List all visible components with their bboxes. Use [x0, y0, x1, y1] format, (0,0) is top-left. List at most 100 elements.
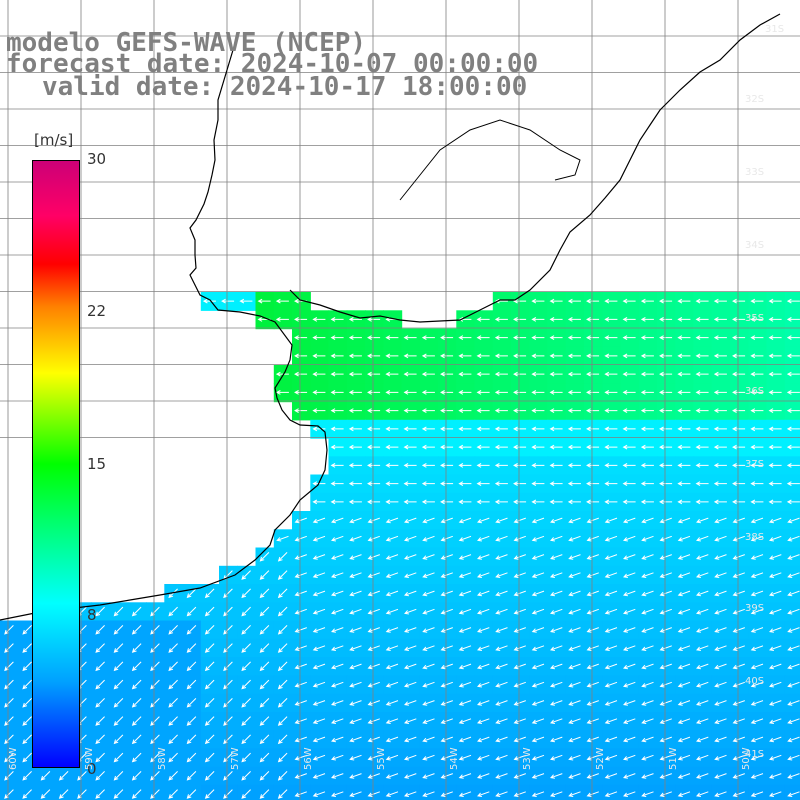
wind-arrow	[623, 773, 636, 779]
wind-arrow	[494, 481, 508, 486]
wind-arrow	[330, 353, 344, 359]
wind-arrow	[567, 317, 581, 322]
wind-arrow	[331, 608, 344, 615]
wind-arrow	[786, 317, 800, 322]
wind-arrow	[586, 608, 599, 615]
wind-arrow	[22, 679, 32, 690]
wind-arrow	[131, 606, 142, 617]
wind-arrow	[622, 390, 636, 395]
wind-arrow	[440, 700, 453, 706]
colorbar-tick-22: 22	[87, 302, 107, 320]
lon-label-54w: 54W	[449, 747, 460, 770]
wind-arrow	[404, 590, 417, 597]
field-cell	[711, 638, 731, 658]
wind-arrow	[550, 645, 563, 651]
wind-arrow	[367, 517, 380, 524]
wind-arrow	[275, 390, 289, 395]
wind-arrow	[22, 789, 32, 799]
wind-arrow	[259, 679, 270, 690]
wind-arrow	[750, 773, 764, 779]
field-cell	[474, 784, 494, 800]
wind-arrow	[422, 608, 435, 615]
wind-arrow	[677, 353, 691, 359]
wind-arrow	[531, 517, 545, 524]
wind-arrow	[513, 700, 526, 706]
wind-arrow	[586, 317, 600, 322]
field-cell	[419, 638, 439, 658]
field-cell	[346, 529, 366, 549]
wind-arrow	[186, 771, 197, 781]
wind-arrow	[604, 663, 618, 670]
wind-arrow	[275, 317, 289, 322]
wind-arrow	[567, 353, 581, 359]
wind-arrow	[241, 588, 251, 599]
field-cell	[529, 784, 549, 800]
wind-arrow	[58, 771, 69, 781]
wind-arrow	[586, 681, 599, 688]
field-cell	[419, 675, 439, 695]
wind-arrow	[349, 754, 362, 761]
wind-arrow	[604, 426, 618, 432]
wind-arrow	[259, 606, 270, 617]
wind-arrow	[277, 606, 288, 617]
wind-arrow	[150, 643, 160, 653]
wind-arrow	[513, 426, 527, 432]
wind-arrow	[768, 444, 782, 450]
wind-arrow	[696, 663, 709, 670]
wind-arrow	[695, 390, 709, 395]
wind-arrow	[275, 371, 289, 377]
field-cell	[748, 602, 768, 622]
field-cell	[255, 784, 275, 800]
wind-arrow	[4, 716, 14, 726]
field-cell	[36, 784, 56, 800]
wind-arrow	[477, 754, 490, 761]
wind-arrow	[422, 718, 435, 724]
field-cell	[511, 784, 530, 800]
wind-arrow	[713, 335, 727, 340]
field-cell	[310, 565, 330, 585]
lat-label-36s: 36S	[745, 386, 765, 397]
field-cell	[748, 565, 768, 585]
field-cell	[711, 529, 731, 549]
wind-arrow	[385, 608, 399, 615]
lat-label-37s: 37S	[745, 459, 765, 470]
field-cell	[730, 784, 749, 800]
field-cell	[565, 638, 585, 658]
wind-arrow	[458, 390, 472, 395]
wind-arrow	[659, 390, 673, 395]
wind-arrow	[277, 789, 288, 799]
lat-label-33s: 33S	[745, 167, 765, 178]
wind-arrow	[113, 679, 124, 690]
wind-arrow	[623, 645, 636, 651]
wind-arrow	[367, 663, 380, 670]
wind-arrow	[241, 679, 251, 690]
wind-arrow	[403, 444, 417, 450]
field-cell	[492, 529, 512, 549]
wind-arrow	[513, 627, 526, 633]
wind-arrow	[294, 554, 307, 560]
wind-arrow	[294, 353, 308, 359]
wind-arrow	[641, 645, 654, 651]
wind-arrow	[348, 390, 362, 395]
field-cell	[310, 529, 330, 549]
field-cell	[91, 748, 111, 768]
wind-arrow	[312, 353, 326, 359]
wind-arrow	[769, 645, 782, 651]
wind-arrow	[494, 317, 508, 322]
wind-arrow	[241, 570, 251, 580]
field-cell	[237, 711, 257, 731]
wind-arrow	[113, 606, 124, 617]
wind-arrow	[186, 716, 197, 726]
wind-arrow	[768, 408, 782, 413]
wind-arrow	[421, 353, 435, 359]
wind-arrow	[131, 752, 142, 763]
field-cell	[273, 675, 293, 695]
wind-arrow	[604, 700, 618, 706]
field-cell	[529, 675, 549, 695]
wind-arrow	[659, 718, 672, 724]
wind-arrow	[786, 463, 800, 468]
wind-arrow	[768, 298, 782, 304]
wind-arrow	[458, 791, 472, 797]
field-cell	[529, 748, 549, 768]
wind-arrow	[294, 517, 307, 524]
